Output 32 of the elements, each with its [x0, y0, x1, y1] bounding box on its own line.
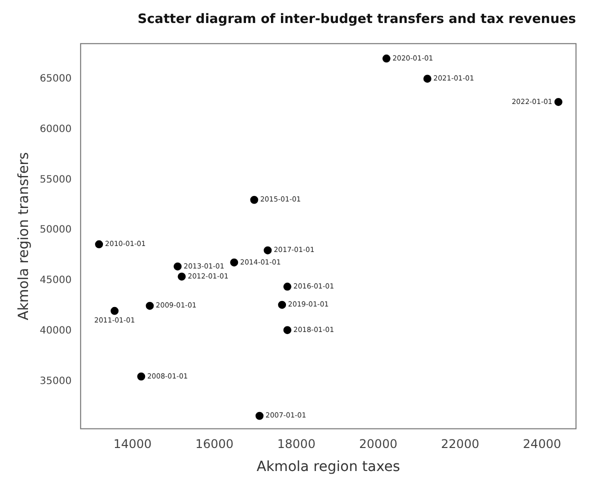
- x-tick-label: 20000: [359, 437, 398, 452]
- point: [554, 98, 562, 106]
- x-tick-label: 16000: [195, 437, 234, 452]
- x-tick-label: 18000: [277, 437, 316, 452]
- point: [110, 306, 119, 315]
- x-tick-label: 14000: [114, 437, 152, 452]
- point: [382, 54, 390, 63]
- point: [95, 240, 104, 248]
- x-tick-label: 24000: [522, 437, 562, 452]
- point: [283, 282, 292, 291]
- x-tick-label: 22000: [441, 437, 480, 452]
- y-tick-label: 65000: [40, 73, 72, 84]
- y-tick-label: 50000: [40, 224, 72, 236]
- point: [174, 262, 182, 270]
- point: [278, 300, 286, 309]
- point: [250, 196, 258, 204]
- point: [283, 326, 292, 334]
- point: [146, 302, 154, 310]
- chart-title: Scatter diagram of inter-budget transfers and tax revenues: [138, 12, 576, 28]
- y-tick-label: 60000: [40, 124, 72, 135]
- point: [423, 74, 432, 83]
- point: [137, 372, 146, 381]
- point: [230, 258, 238, 266]
- y-tick-label: 40000: [40, 326, 72, 337]
- y-tick-label: 45000: [40, 275, 72, 286]
- y-tick-label: 35000: [40, 376, 72, 388]
- point: [264, 246, 272, 254]
- x-axis-title: Akmola region taxes: [256, 459, 400, 476]
- point: [256, 412, 264, 420]
- point: [178, 272, 186, 281]
- y-axis-title: Akmola region transfers: [16, 152, 32, 320]
- y-tick-label: 55000: [40, 174, 72, 186]
